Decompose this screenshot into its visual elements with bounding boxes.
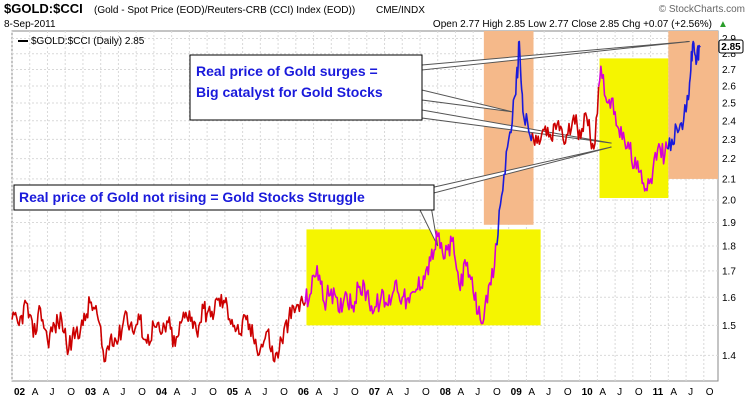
- price-line-segment: [531, 86, 600, 150]
- price-line-segment: [496, 40, 534, 246]
- x-tick-label: 09: [511, 387, 523, 398]
- price-series: [11, 40, 701, 363]
- orange-zone-2011: [668, 31, 718, 179]
- x-tick-label: 06: [298, 387, 310, 398]
- yellow-zone-2010-2011: [599, 58, 669, 198]
- y-tick-label: 2.7: [722, 65, 736, 76]
- x-tick-label: A: [245, 387, 252, 398]
- x-tick-label: A: [103, 387, 110, 398]
- y-tick-label: 1.9: [722, 218, 736, 229]
- y-tick-label: 1.6: [722, 293, 736, 304]
- chart-description: (Gold - Spot Price (EOD)/Reuters-CRB (CC…: [94, 5, 355, 16]
- chart-exchange: CME/INDX: [376, 5, 425, 16]
- last-value-text: 2.85: [721, 42, 741, 53]
- x-tick-label: J: [404, 387, 409, 398]
- annotation-bottom-text: Real price of Gold not rising = Gold Sto…: [19, 189, 365, 205]
- x-axis: 02 A J O 03 A J O 04 A J O 05 A J O 06 A J O 07 A J O 08 A J O 09 A J O…: [14, 387, 714, 398]
- x-tick-label: 05: [227, 387, 239, 398]
- y-tick-label: 2.4: [722, 116, 736, 127]
- annotation-top-box: [189, 54, 423, 121]
- x-tick-label: J: [475, 387, 480, 398]
- x-tick-label: O: [209, 387, 217, 398]
- x-tick-label: 07: [369, 387, 381, 398]
- x-tick-label: A: [599, 387, 606, 398]
- y-tick-label: 2.1: [722, 174, 736, 185]
- up-arrow-icon: ▲: [718, 19, 728, 30]
- x-tick-label: 02: [14, 387, 26, 398]
- x-tick-label: A: [457, 387, 464, 398]
- x-tick-label: O: [635, 387, 643, 398]
- x-tick-label: 11: [653, 387, 664, 398]
- x-tick-label: A: [528, 387, 535, 398]
- x-tick-label: O: [138, 387, 146, 398]
- x-tick-label: 04: [156, 387, 168, 398]
- last-value-tag: 2.85: [718, 39, 744, 54]
- y-tick-label: 2.2: [722, 154, 736, 165]
- y-tick-label: 2.9: [722, 34, 736, 45]
- annotation-top-line1: Real price of Gold surges =: [196, 63, 378, 79]
- y-tick-label: 1.8: [722, 242, 736, 253]
- y-tick-label: 1.4: [722, 351, 736, 362]
- y-tick-label: 2.0: [722, 196, 736, 207]
- y-tick-label: 2.5: [722, 99, 736, 110]
- last-value-box: [718, 39, 744, 54]
- x-tick-label: A: [316, 387, 323, 398]
- x-tick-label: J: [617, 387, 622, 398]
- x-tick-label: J: [688, 387, 693, 398]
- price-line-segment: [666, 40, 701, 152]
- y-axis: 1.4 1.5 1.6 1.7 1.8 1.9 2.0 2.1 2.2 2.3 2.4 2.5 2.6 2…: [722, 34, 736, 362]
- annotation-top-line2: Big catalyst for Gold Stocks: [196, 84, 383, 100]
- legend-label: $GOLD:$CCI (Daily) 2.85: [31, 36, 145, 47]
- price-line-segment: [11, 293, 307, 363]
- annotation-bottom-box: [13, 184, 435, 211]
- x-tick-label: J: [191, 387, 196, 398]
- x-tick-label: O: [493, 387, 501, 398]
- quote-line: Open 2.77 High 2.85 Low 2.77 Close 2.85 …: [433, 19, 712, 30]
- chart-date: 8-Sep-2011: [4, 19, 56, 30]
- x-tick-label: J: [120, 387, 125, 398]
- annotation-bottom: Real price of Gold not rising = Gold Sto…: [13, 184, 435, 211]
- x-tick-label: O: [706, 387, 714, 398]
- y-tick-label: 2.3: [722, 135, 736, 146]
- x-tick-label: 03: [85, 387, 97, 398]
- y-tick-label: 1.7: [722, 266, 736, 277]
- x-tick-label: J: [333, 387, 338, 398]
- x-tick-label: 08: [440, 387, 452, 398]
- x-tick-label: J: [49, 387, 54, 398]
- price-line-segment: [304, 230, 498, 325]
- x-tick-label: A: [32, 387, 39, 398]
- x-tick-label: A: [387, 387, 394, 398]
- x-tick-label: O: [67, 387, 75, 398]
- y-tick-label: 2.6: [722, 81, 736, 92]
- x-tick-label: O: [280, 387, 288, 398]
- x-tick-label: J: [546, 387, 551, 398]
- stockcharts-brand: © StockCharts.com: [659, 4, 745, 15]
- x-tick-label: O: [422, 387, 430, 398]
- annotation-top: Real price of Gold surges = Big catalyst…: [189, 54, 423, 121]
- x-tick-label: O: [351, 387, 359, 398]
- x-tick-label: A: [174, 387, 181, 398]
- y-tick-label: 1.5: [722, 321, 736, 332]
- x-tick-label: J: [262, 387, 267, 398]
- x-tick-label: A: [670, 387, 677, 398]
- x-tick-label: O: [564, 387, 572, 398]
- legend: $GOLD:$CCI (Daily) 2.85: [18, 36, 145, 47]
- y-tick-label: 2.8: [722, 49, 736, 60]
- x-tick-label: 10: [582, 387, 594, 398]
- chart-symbol: $GOLD:$CCI: [4, 1, 83, 16]
- price-line-segment: [597, 65, 668, 192]
